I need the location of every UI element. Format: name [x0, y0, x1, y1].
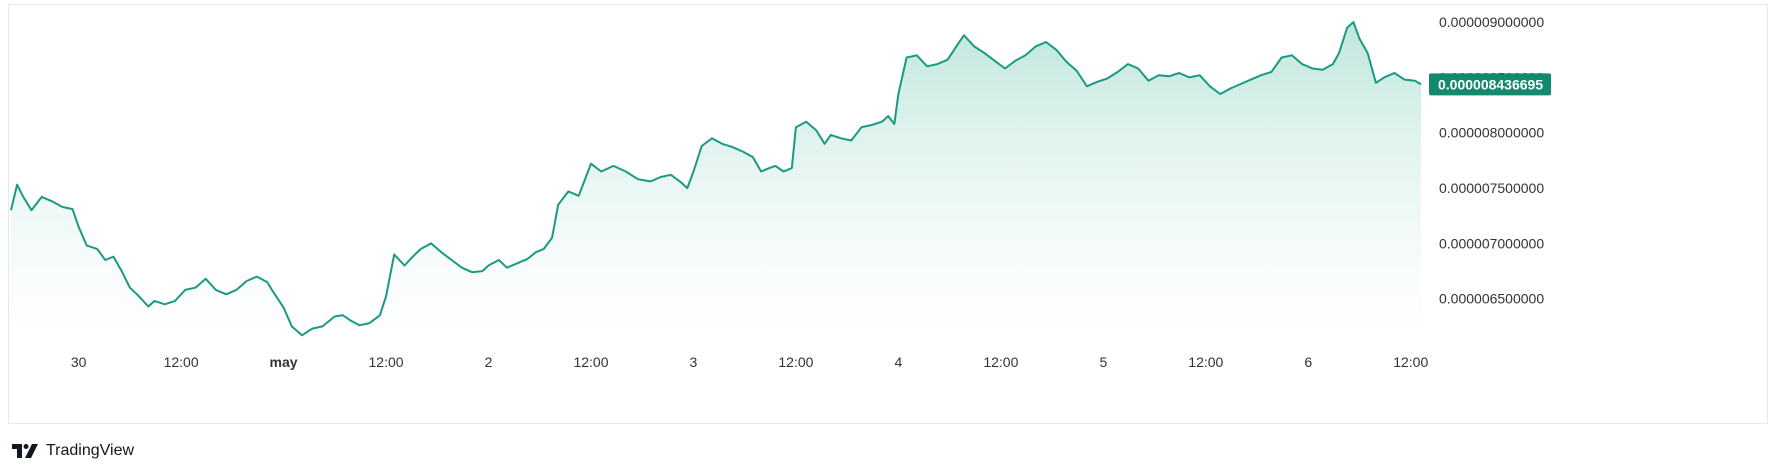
chart-frame: 0.0000090000000.0000085000000.0000080000… — [8, 4, 1768, 424]
x-axis-tick-label: 12:00 — [1393, 354, 1428, 370]
x-axis-tick-label: 12:00 — [164, 354, 199, 370]
y-axis-tick-label: 0.000007000000 — [1439, 235, 1544, 251]
x-axis-tick-label: 12:00 — [983, 354, 1018, 370]
x-axis-tick-label: 5 — [1099, 354, 1107, 370]
brand-name: TradingView — [46, 442, 135, 459]
x-axis-tick-label: 12:00 — [778, 354, 813, 370]
x-axis-tick-label: 12:00 — [369, 354, 404, 370]
y-axis-tick-label: 0.000006500000 — [1439, 291, 1544, 307]
y-axis-tick-label: 0.000009000000 — [1439, 14, 1544, 30]
tradingview-brand[interactable]: TradingView — [12, 442, 134, 460]
last-price-label: 0.000008436695 — [1438, 76, 1543, 92]
x-axis-tick-label: 3 — [690, 354, 698, 370]
price-area-fill — [11, 22, 1421, 343]
x-axis-tick-label: may — [270, 354, 298, 370]
x-axis-tick-label: 2 — [485, 354, 493, 370]
x-axis-tick-label: 30 — [71, 354, 87, 370]
tradingview-logo-icon — [12, 444, 38, 458]
x-axis-tick-label: 12:00 — [573, 354, 608, 370]
last-price-tag — [1429, 73, 1551, 96]
x-axis-tick-label: 4 — [894, 354, 902, 370]
price-chart[interactable]: 0.0000090000000.0000085000000.0000080000… — [9, 5, 1769, 425]
price-series-line[interactable] — [10, 21, 1422, 337]
x-axis-tick-label: 12:00 — [1188, 354, 1223, 370]
y-axis-tick-label: 0.000007500000 — [1439, 180, 1544, 196]
x-axis-tick-label: 6 — [1304, 354, 1312, 370]
y-axis-tick-label: 0.000008000000 — [1439, 125, 1544, 141]
